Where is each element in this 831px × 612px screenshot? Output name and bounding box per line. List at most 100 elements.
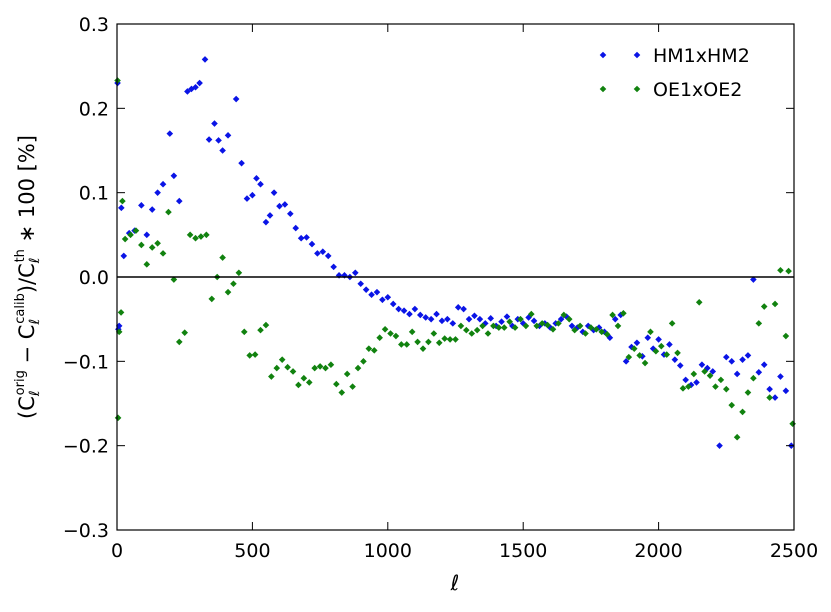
data-point	[370, 347, 378, 354]
data-point	[500, 324, 508, 331]
y-tick-label: −0.3	[63, 520, 109, 542]
legend-marker	[599, 51, 607, 59]
data-point	[593, 325, 600, 333]
data-point	[617, 311, 624, 319]
data-point	[744, 389, 752, 396]
data-point	[622, 358, 630, 365]
data-point	[438, 317, 446, 325]
data-point	[341, 272, 348, 279]
data-point	[704, 364, 711, 372]
data-point	[716, 442, 723, 449]
data-point	[406, 310, 413, 318]
data-point	[262, 321, 270, 329]
data-point	[557, 315, 565, 323]
data-point	[416, 311, 424, 319]
data-point	[273, 364, 281, 372]
data-point	[777, 373, 784, 380]
x-tick-label: 1000	[364, 540, 412, 562]
ylabel-part: th	[13, 249, 28, 262]
data-point	[335, 272, 343, 279]
data-point	[760, 303, 768, 310]
data-point	[240, 328, 248, 336]
data-point	[739, 408, 746, 416]
data-point	[701, 368, 708, 375]
legend-marker	[633, 51, 641, 59]
data-point	[655, 336, 662, 343]
ylabel-part: ∗ 100 [%]	[15, 135, 39, 249]
data-point	[276, 202, 283, 210]
data-point	[175, 338, 183, 346]
data-point	[636, 352, 643, 359]
data-point	[789, 420, 796, 428]
x-tick-label: 1500	[499, 540, 547, 562]
data-point	[303, 234, 310, 241]
data-point	[760, 361, 768, 369]
data-point	[117, 309, 125, 316]
data-point	[579, 328, 587, 336]
y-axis-label: (Cℓorig − Cℓcalib)/Cℓth ∗ 100 [%]	[13, 135, 43, 419]
data-point	[679, 385, 687, 392]
data-point	[454, 304, 462, 311]
data-point	[159, 180, 167, 188]
data-point	[690, 370, 698, 378]
ticks-layer: 0 500 1000 1500 2000 2500 −0.3 −0.2 −0.1 0.0 0.1 0.…	[63, 14, 818, 562]
data-point	[295, 381, 302, 389]
ylabel-part: )/C	[15, 263, 39, 293]
data-point	[414, 338, 421, 346]
data-point	[251, 351, 259, 358]
data-point	[379, 296, 386, 304]
data-point	[270, 189, 278, 196]
data-point	[755, 368, 763, 376]
data-point	[427, 315, 435, 323]
data-point	[582, 330, 589, 337]
data-point	[324, 252, 332, 260]
data-point	[224, 132, 232, 139]
data-point	[119, 197, 126, 205]
data-point	[257, 180, 264, 188]
y-tick-label: 0.1	[79, 183, 109, 205]
data-point	[419, 345, 427, 352]
data-point	[449, 320, 457, 327]
data-point	[625, 353, 633, 361]
y-tick-label: 0.3	[79, 14, 109, 36]
data-point	[666, 341, 673, 348]
data-point	[330, 263, 337, 271]
x-tick-label: 2000	[634, 540, 682, 562]
data-point	[598, 328, 606, 336]
data-point	[723, 385, 730, 393]
data-point	[674, 349, 681, 357]
data-point	[175, 197, 183, 205]
data-point	[555, 320, 562, 327]
data-point	[468, 330, 476, 337]
data-point	[560, 311, 568, 319]
x-tick-label: 500	[234, 540, 270, 562]
data-point	[750, 276, 757, 283]
data-point	[143, 261, 151, 268]
data-point	[319, 248, 327, 255]
data-point	[132, 227, 140, 234]
data-point	[430, 330, 438, 337]
data-point	[777, 266, 784, 274]
legend-label: HM1xHM2	[653, 45, 750, 67]
data-point	[435, 339, 443, 347]
data-point	[138, 202, 145, 209]
x-axis-label: ℓ	[450, 571, 460, 595]
data-point	[368, 291, 375, 299]
data-point	[522, 322, 530, 330]
x-tick-label: 0	[111, 540, 123, 562]
data-point	[201, 56, 209, 63]
data-point	[205, 136, 213, 143]
data-point	[322, 364, 329, 372]
data-point	[698, 361, 706, 369]
ylabel-part: orig	[13, 370, 28, 395]
y-tick-label: 0.2	[79, 98, 109, 120]
data-point	[433, 310, 440, 318]
data-point	[484, 330, 492, 337]
data-point	[487, 315, 495, 322]
data-point	[476, 315, 484, 323]
data-point	[771, 300, 779, 308]
data-point	[652, 347, 660, 355]
data-point	[471, 312, 478, 320]
data-point	[387, 330, 394, 337]
data-point	[733, 433, 741, 441]
